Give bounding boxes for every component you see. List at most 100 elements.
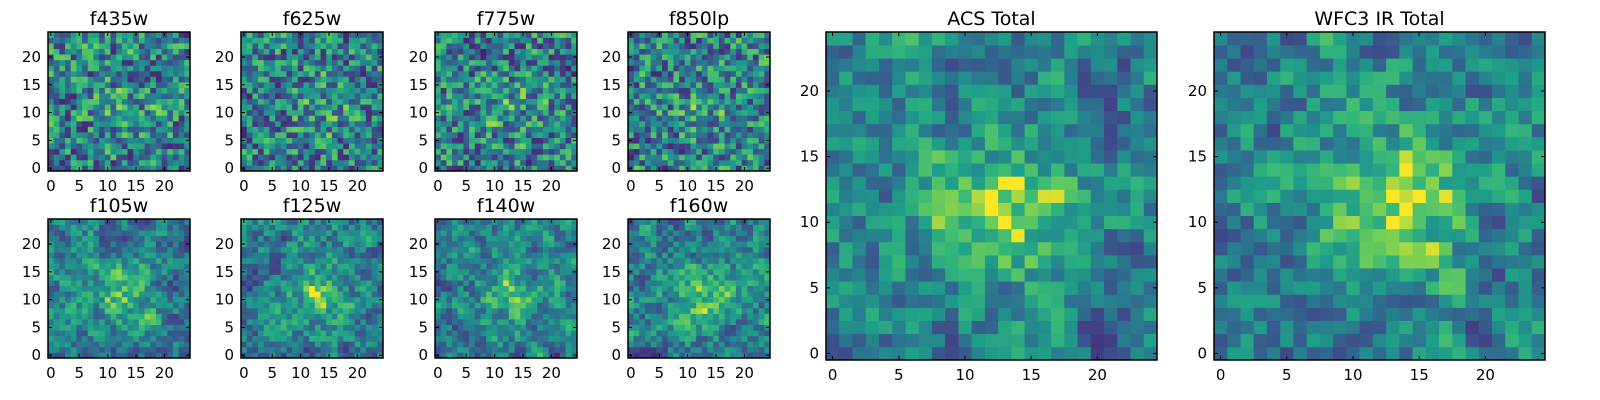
heatmap-cell — [70, 257, 77, 264]
heatmap-cell — [525, 87, 532, 94]
heatmap-cell — [53, 32, 60, 38]
heatmap-cell — [263, 93, 270, 100]
heatmap-cell — [446, 335, 453, 342]
heatmap-cell — [463, 246, 470, 253]
heatmap-cell — [178, 274, 185, 281]
heatmap-cell — [184, 319, 191, 325]
heatmap-cell — [514, 93, 521, 100]
heatmap-cell — [679, 330, 686, 337]
heatmap-cell — [82, 137, 89, 144]
heatmap-cell — [571, 87, 578, 94]
heatmap-cell — [735, 109, 742, 116]
heatmap-cell — [314, 235, 321, 242]
heatmap-cell — [565, 274, 572, 281]
heatmap-cell — [70, 104, 77, 111]
heatmap-cell — [110, 302, 117, 309]
heatmap-cell — [320, 54, 327, 61]
heatmap-cell — [639, 269, 646, 275]
heatmap-cell — [70, 109, 77, 116]
heatmap-cell — [343, 104, 350, 111]
heatmap-cell — [469, 32, 476, 38]
heatmap-cell — [531, 235, 538, 242]
heatmap-cell — [474, 235, 481, 242]
heatmap-cell — [258, 291, 265, 298]
heatmap-cell — [480, 109, 487, 116]
heatmap-cell — [65, 224, 72, 231]
heatmap-cell — [59, 219, 66, 225]
heatmap-cell — [354, 269, 361, 275]
heatmap-cell — [314, 246, 321, 253]
heatmap-cell — [155, 37, 162, 44]
heatmap-cell — [331, 219, 338, 225]
heatmap-cell — [184, 120, 191, 127]
heatmap-cell — [354, 307, 361, 314]
heatmap-cell — [508, 32, 515, 38]
heatmap-cell — [280, 324, 287, 331]
heatmap-cell — [360, 37, 367, 44]
heatmap-cell — [59, 341, 66, 348]
heatmap-cell — [758, 341, 765, 348]
heatmap-cell — [343, 246, 350, 253]
heatmap-cell — [724, 115, 731, 122]
heatmap-cell — [314, 120, 321, 127]
heatmap-cell — [696, 132, 703, 138]
heatmap-cell — [525, 48, 532, 55]
heatmap-cell — [59, 43, 66, 50]
heatmap-cell — [252, 76, 259, 83]
heatmap-cell — [104, 126, 111, 133]
heatmap-cell — [59, 280, 66, 287]
heatmap-cell — [446, 93, 453, 100]
heatmap-cell — [474, 159, 481, 166]
heatmap-cell — [520, 246, 527, 253]
heatmap-cell — [150, 159, 157, 166]
heatmap-cell — [286, 148, 293, 155]
heatmap-cell — [144, 263, 151, 270]
heatmap-cell — [764, 148, 771, 155]
heatmap-cell — [297, 307, 304, 314]
heatmap-cell — [292, 148, 299, 155]
heatmap-cell — [469, 269, 476, 275]
heatmap-cell — [331, 154, 338, 161]
heatmap-cell — [263, 70, 270, 77]
heatmap-cell — [331, 246, 338, 253]
heatmap-cell — [537, 120, 544, 127]
heatmap-cell — [360, 54, 367, 61]
heatmap-cell — [87, 319, 94, 325]
heatmap-cell — [144, 76, 151, 83]
heatmap-cell — [121, 37, 128, 44]
heatmap-cell — [491, 43, 498, 50]
heatmap-cell — [469, 346, 476, 353]
heatmap-cell — [337, 98, 344, 105]
heatmap-cell — [258, 307, 265, 314]
heatmap-cell — [628, 335, 635, 342]
heatmap-cell — [764, 319, 771, 325]
heatmap-cell — [679, 104, 686, 111]
heatmap-cell — [514, 148, 521, 155]
heatmap-cell — [514, 330, 521, 337]
heatmap-cell — [116, 335, 123, 342]
heatmap-cell — [645, 159, 652, 166]
heatmap-cell — [463, 280, 470, 287]
heatmap-cell — [542, 37, 549, 44]
heatmap-cell — [365, 296, 372, 303]
heatmap-cell — [457, 319, 464, 325]
heatmap-cell — [365, 154, 372, 161]
heatmap-cell — [696, 87, 703, 94]
heatmap-cell — [133, 285, 140, 292]
heatmap-cell — [331, 54, 338, 61]
heatmap-cell — [246, 280, 253, 287]
heatmap-cell — [542, 120, 549, 127]
heatmap-cell — [263, 269, 270, 275]
heatmap-cell — [435, 48, 442, 55]
heatmap-cell — [497, 341, 504, 348]
heatmap-cell — [241, 224, 248, 231]
heatmap-cell — [480, 319, 487, 325]
heatmap-cell — [469, 132, 476, 138]
heatmap-cell — [452, 352, 459, 359]
heatmap-cell — [303, 126, 310, 133]
heatmap-cell — [99, 269, 106, 275]
heatmap-cell — [280, 269, 287, 275]
heatmap-cell — [348, 98, 355, 105]
heatmap-cell — [673, 330, 680, 337]
heatmap-cell — [486, 219, 493, 225]
